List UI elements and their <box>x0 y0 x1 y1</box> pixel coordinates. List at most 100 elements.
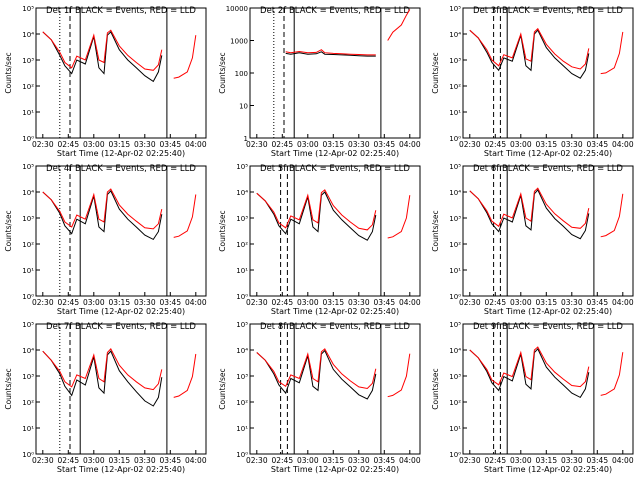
y-tick-label: 10³ <box>22 373 34 381</box>
x-tick-label: 02:45 <box>484 456 506 465</box>
y-tick-label: 10⁵ <box>236 163 248 171</box>
y-tick-label: 10⁵ <box>22 5 34 13</box>
x-tick-label: 03:00 <box>83 456 105 465</box>
x-tick-label: 03:30 <box>348 456 370 465</box>
x-axis-label: Start Time (12-Apr-02 02:25:40) <box>271 307 399 316</box>
y-tick-label: 10⁰ <box>236 293 248 301</box>
y-tick-label: 10² <box>236 399 248 407</box>
x-tick-label: 04:00 <box>399 140 421 149</box>
x-tick-label: 04:00 <box>185 140 207 149</box>
x-tick-label: 02:30 <box>459 298 481 307</box>
x-tick-label: 04:00 <box>612 140 634 149</box>
panel-title: Det 9f BLACK = Events, RED = LLD <box>473 322 623 332</box>
detector-panel: 10⁰ 10¹ 10² 10³ 10⁴ 10⁵ 02:30 02:45 03:00 03:15 03… <box>4 321 207 474</box>
events-series-line <box>256 191 377 241</box>
lld-series-line-segment <box>173 353 197 398</box>
x-tick-label: 02:45 <box>57 298 79 307</box>
lld-series-line <box>256 189 377 231</box>
y-tick-label: 10¹ <box>22 109 34 117</box>
x-tick-label: 03:15 <box>535 298 557 307</box>
lld-series-line <box>42 188 163 230</box>
events-series-line <box>42 350 163 407</box>
events-series-line <box>42 31 163 83</box>
x-tick-label: 03:00 <box>297 456 319 465</box>
x-tick-label: 04:00 <box>612 456 634 465</box>
y-tick-label: 10⁰ <box>449 451 461 459</box>
y-axis-label: Counts/sec <box>4 52 13 93</box>
x-tick-label: 03:30 <box>134 298 156 307</box>
x-tick-label: 04:00 <box>185 456 207 465</box>
lld-series-line-segment <box>387 353 411 398</box>
x-tick-label: 02:30 <box>32 140 54 149</box>
y-tick-label: 10⁴ <box>449 189 461 197</box>
y-tick-label: 10⁰ <box>22 135 34 143</box>
x-tick-label: 02:45 <box>57 456 79 465</box>
x-tick-label: 03:30 <box>561 456 583 465</box>
plot-frame <box>35 323 207 455</box>
panel-title: Det 2f BLACK = Events, RED = LLD <box>260 6 410 16</box>
x-axis-label: Start Time (12-Apr-02 02:25:40) <box>57 149 185 158</box>
x-tick-label: 02:30 <box>32 298 54 307</box>
detector-panel: 10⁰ 10¹ 10² 10³ 10⁴ 10⁵ 02:30 02:45 03:00 03:15 03… <box>218 163 421 316</box>
events-series-line <box>285 51 376 57</box>
panel-title: Det 3f BLACK = Events, RED = LLD <box>473 6 623 16</box>
events-series-line <box>469 29 590 79</box>
y-tick-label: 10² <box>449 399 461 407</box>
y-tick-label: 10⁵ <box>449 163 461 171</box>
x-tick-label: 03:00 <box>297 298 319 307</box>
x-tick-label: 03:15 <box>322 140 344 149</box>
y-tick-label: 10⁰ <box>449 135 461 143</box>
y-tick-label: 10³ <box>449 373 461 381</box>
lld-series-line <box>42 348 163 391</box>
y-tick-label: 10¹ <box>236 425 248 433</box>
y-tick-label: 10² <box>449 83 461 91</box>
x-tick-label: 03:30 <box>134 140 156 149</box>
x-tick-label: 03:00 <box>83 140 105 149</box>
y-tick-label: 10² <box>22 83 34 91</box>
events-series-line <box>42 190 163 241</box>
y-tick-label: 10⁴ <box>22 31 34 39</box>
lld-series-line-segment <box>600 31 624 75</box>
x-tick-label: 03:15 <box>322 456 344 465</box>
plot-frame <box>35 7 207 139</box>
x-tick-label: 02:45 <box>271 456 293 465</box>
events-series-line <box>469 348 590 399</box>
y-tick-label: 10⁴ <box>449 31 461 39</box>
x-axis-label: Start Time (12-Apr-02 02:25:40) <box>484 465 612 474</box>
x-tick-label: 03:30 <box>348 140 370 149</box>
plot-frame <box>35 165 207 297</box>
x-tick-label: 03:45 <box>159 140 181 149</box>
y-axis-label: Counts/sec <box>431 210 440 251</box>
x-tick-label: 03:45 <box>586 456 608 465</box>
x-tick-label: 03:00 <box>297 140 319 149</box>
lld-series-line <box>469 346 590 388</box>
x-tick-label: 03:30 <box>134 456 156 465</box>
lld-series-line-segment <box>600 193 624 238</box>
lld-series-line-segment <box>387 9 411 41</box>
lld-series-line <box>469 27 590 70</box>
x-tick-label: 03:45 <box>159 456 181 465</box>
plot-frame <box>462 7 634 139</box>
y-axis-label: Counts/sec <box>218 52 227 93</box>
x-tick-label: 03:15 <box>535 140 557 149</box>
y-tick-label: 10¹ <box>449 425 461 433</box>
y-tick-label: 10⁴ <box>22 347 34 355</box>
x-tick-label: 03:45 <box>373 298 395 307</box>
y-tick-label: 10² <box>22 399 34 407</box>
x-tick-label: 03:00 <box>510 456 532 465</box>
x-axis-label: Start Time (12-Apr-02 02:25:40) <box>271 149 399 158</box>
x-tick-label: 03:30 <box>561 298 583 307</box>
y-tick-label: 10³ <box>236 215 248 223</box>
x-tick-label: 02:45 <box>484 140 506 149</box>
lld-series-line <box>256 348 377 390</box>
y-axis-label: Counts/sec <box>218 210 227 251</box>
x-tick-label: 02:30 <box>459 140 481 149</box>
x-tick-label: 02:30 <box>246 298 268 307</box>
x-tick-label: 03:30 <box>561 140 583 149</box>
events-series-line <box>469 188 590 240</box>
y-tick-label: 10000 <box>226 5 248 13</box>
x-tick-label: 03:15 <box>108 140 130 149</box>
x-tick-label: 03:15 <box>535 456 557 465</box>
x-tick-label: 03:45 <box>373 140 395 149</box>
panel-title: Det 1f BLACK = Events, RED = LLD <box>46 6 196 16</box>
